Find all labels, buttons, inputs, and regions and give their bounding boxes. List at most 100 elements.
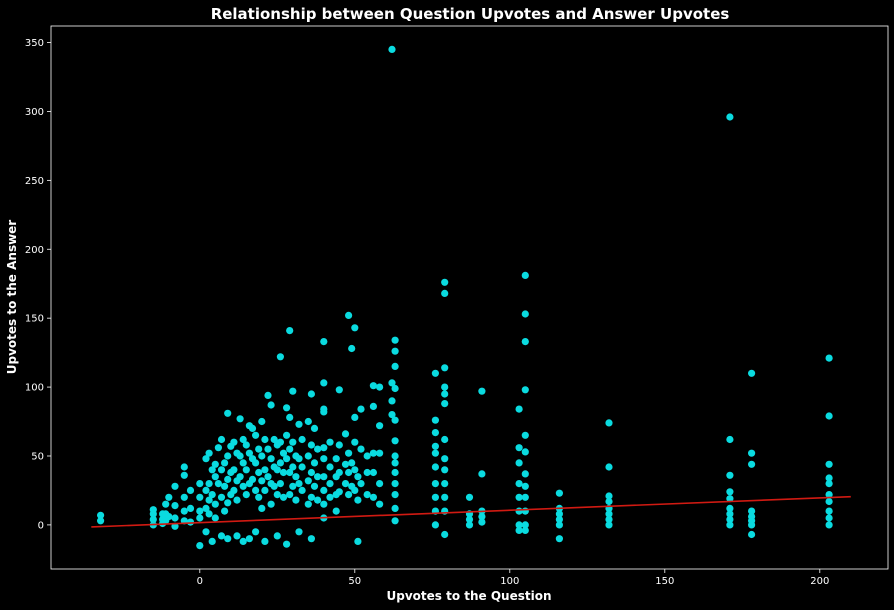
scatter-point xyxy=(310,459,319,467)
scatter-point xyxy=(369,468,377,477)
scatter-point xyxy=(825,514,833,522)
scatter-point xyxy=(289,482,297,490)
scatter-point xyxy=(202,504,210,512)
scatter-point xyxy=(279,493,288,501)
scatter-point xyxy=(521,431,529,439)
scatter-point xyxy=(276,353,284,361)
scatter-point xyxy=(441,383,449,391)
scatter-point xyxy=(391,384,399,393)
scatter-point xyxy=(276,480,284,488)
scatter-point xyxy=(217,493,226,501)
scatter-point xyxy=(515,480,523,488)
scatter-point xyxy=(369,493,377,501)
scatter-point xyxy=(307,493,315,501)
scatter-point xyxy=(515,444,523,452)
scatter-point xyxy=(286,468,294,477)
scatter-point xyxy=(217,532,226,540)
x-tick-label: 0 xyxy=(197,576,203,587)
scatter-point xyxy=(391,362,399,370)
scatter-point xyxy=(295,480,303,488)
scatter-point xyxy=(224,535,232,543)
scatter-point xyxy=(236,452,244,460)
scatter-point xyxy=(465,493,474,501)
scatter-point xyxy=(351,466,359,474)
scatter-point xyxy=(307,441,315,449)
scatter-point xyxy=(186,518,195,526)
scatter-point xyxy=(298,463,306,471)
y-tick-label: 300 xyxy=(25,107,44,118)
scatter-point xyxy=(335,468,343,477)
scatter-point xyxy=(521,386,529,394)
scatter-point xyxy=(298,486,306,494)
scatter-point xyxy=(180,493,188,501)
scatter-point xyxy=(221,482,229,490)
scatter-point xyxy=(267,401,275,409)
y-tick-label: 0 xyxy=(38,520,44,531)
scatter-point xyxy=(233,532,241,540)
scatter-point xyxy=(605,515,613,524)
scatter-point xyxy=(264,445,272,453)
scatter-point xyxy=(279,468,288,477)
axes-frame xyxy=(50,25,889,570)
scatter-point xyxy=(252,528,260,536)
scatter-point xyxy=(354,537,362,546)
scatter-point xyxy=(258,417,266,426)
scatter-point xyxy=(304,477,312,485)
scatter-point xyxy=(431,521,439,529)
scatter-point xyxy=(248,475,257,483)
scatter-point xyxy=(221,507,229,515)
scatter-point xyxy=(208,466,216,474)
scatter-point xyxy=(431,493,439,501)
scatter-point xyxy=(165,493,173,501)
scatter-point xyxy=(230,438,238,446)
y-tick-label: 100 xyxy=(25,383,44,394)
scatter-point xyxy=(726,495,734,503)
scatter-point xyxy=(354,496,362,504)
scatter-point xyxy=(236,473,244,481)
scatter-point xyxy=(369,449,377,457)
scatter-point xyxy=(180,507,188,515)
scatter-point xyxy=(345,491,353,499)
scatter-point xyxy=(286,413,294,421)
scatter-point xyxy=(320,500,328,508)
scatter-point xyxy=(273,532,281,540)
scatter-point xyxy=(391,517,399,525)
scatter-point xyxy=(726,504,734,512)
scatter-point xyxy=(555,510,564,518)
scatter-point xyxy=(515,493,523,501)
scatter-point xyxy=(320,408,328,416)
scatter-point xyxy=(605,463,613,471)
scatter-point xyxy=(221,459,229,467)
scatter-point xyxy=(320,379,328,387)
scatter-point xyxy=(555,521,564,529)
scatter-point xyxy=(521,310,529,318)
scatter-point xyxy=(307,468,315,477)
scatter-point xyxy=(748,507,756,515)
scatter-point xyxy=(289,463,297,471)
scatter-point xyxy=(441,400,449,408)
scatter-point xyxy=(521,482,529,490)
scatter-point xyxy=(261,435,269,444)
scatter-point xyxy=(171,502,179,510)
scatter-point xyxy=(748,530,756,539)
scatter-point xyxy=(391,452,399,460)
scatter-point xyxy=(335,488,343,496)
scatter-point xyxy=(478,513,486,521)
scatter-point xyxy=(441,455,449,463)
scatter-point xyxy=(310,482,319,490)
scatter-point xyxy=(214,480,222,488)
scatter-point xyxy=(261,537,269,546)
y-tick-label: 200 xyxy=(25,245,44,256)
scatter-point xyxy=(273,491,281,499)
scatter-point xyxy=(320,444,328,452)
scatter-point xyxy=(391,468,399,477)
scatter-point xyxy=(376,422,384,430)
scatter-point xyxy=(515,405,523,413)
scatter-point xyxy=(748,369,756,377)
scatter-point xyxy=(224,475,232,483)
scatter-point xyxy=(726,488,734,496)
scatter-point xyxy=(335,441,343,449)
scatter-point xyxy=(314,445,322,453)
scatter-point xyxy=(515,526,523,535)
